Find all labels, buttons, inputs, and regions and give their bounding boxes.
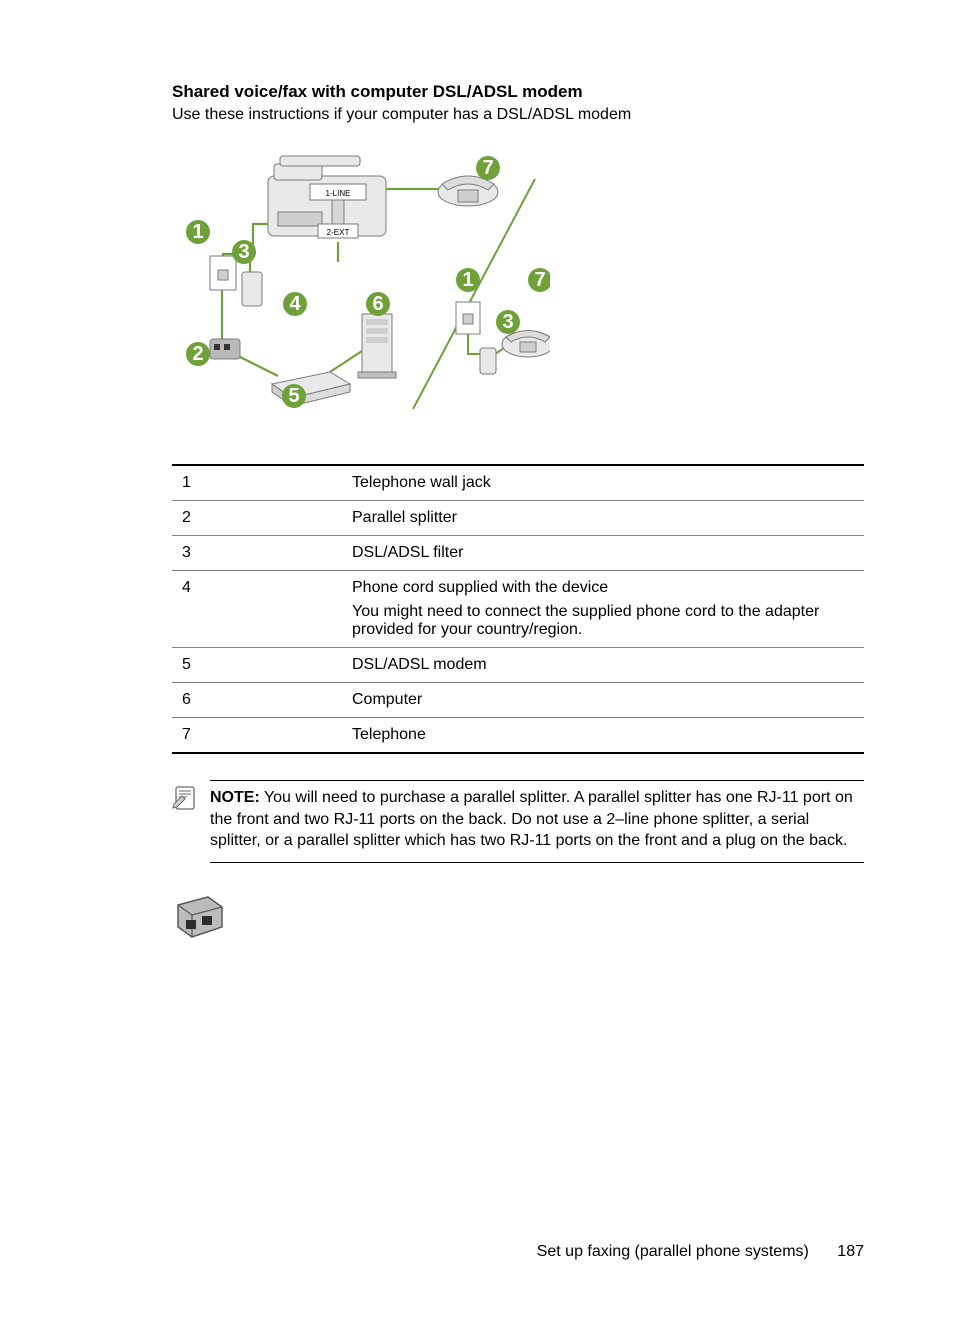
note-block: NOTE: You will need to purchase a parall…	[172, 780, 864, 863]
page-heading: Shared voice/fax with computer DSL/ADSL …	[172, 82, 864, 102]
legend-text: DSL/ADSL modem	[342, 648, 864, 683]
telephone-left-icon	[438, 176, 498, 206]
wall-jack-icon	[210, 256, 236, 290]
note-icon	[172, 784, 198, 815]
badge-1-left: 1	[186, 220, 210, 244]
badge-7-left: 7	[476, 156, 500, 180]
legend-table: 1Telephone wall jack 2Parallel splitter …	[172, 464, 864, 754]
svg-text:3: 3	[238, 241, 249, 263]
note-text: You will need to purchase a parallel spl…	[210, 789, 853, 849]
svg-text:2: 2	[192, 343, 203, 365]
note-label: NOTE:	[210, 789, 260, 806]
svg-text:1: 1	[192, 221, 203, 243]
legend-text: Phone cord supplied with the device You …	[342, 571, 864, 648]
legend-num: 2	[172, 501, 342, 536]
svg-text:1: 1	[462, 269, 473, 291]
page-footer: Set up faxing (parallel phone systems) 1…	[537, 1243, 864, 1261]
footer-page-number: 187	[837, 1243, 864, 1260]
legend-num: 5	[172, 648, 342, 683]
table-row: 6Computer	[172, 683, 864, 718]
telephone-right-icon	[502, 331, 550, 358]
legend-num: 7	[172, 718, 342, 754]
svg-text:6: 6	[372, 293, 383, 315]
printer-icon: 1-LINE 2-EXT	[268, 156, 386, 238]
svg-text:7: 7	[482, 157, 493, 179]
badge-6-left: 6	[366, 292, 390, 316]
legend-text: Telephone	[342, 718, 864, 754]
badge-7-right: 7	[528, 268, 550, 292]
legend-text: Computer	[342, 683, 864, 718]
badge-5-left: 5	[282, 384, 306, 408]
table-row: 3DSL/ADSL filter	[172, 536, 864, 571]
legend-num: 3	[172, 536, 342, 571]
computer-icon	[358, 314, 396, 378]
badge-1-right: 1	[456, 268, 480, 292]
legend-num: 6	[172, 683, 342, 718]
page-subheading: Use these instructions if your computer …	[172, 106, 864, 124]
table-row: 7Telephone	[172, 718, 864, 754]
badge-3-left: 3	[232, 240, 256, 264]
footer-section: Set up faxing (parallel phone systems)	[537, 1243, 809, 1260]
port-label-ext: 2-EXT	[327, 228, 350, 237]
badge-3-right: 3	[496, 310, 520, 334]
legend-text: Parallel splitter	[342, 501, 864, 536]
table-row: 2Parallel splitter	[172, 501, 864, 536]
svg-text:4: 4	[289, 293, 301, 315]
port-label-line: 1-LINE	[326, 189, 351, 198]
badge-4-left: 4	[283, 292, 307, 316]
svg-text:5: 5	[288, 385, 299, 407]
legend-text: DSL/ADSL filter	[342, 536, 864, 571]
wall-jack-right-icon	[456, 302, 480, 334]
table-row: 4 Phone cord supplied with the device Yo…	[172, 571, 864, 648]
table-row: 5DSL/ADSL modem	[172, 648, 864, 683]
parallel-splitter-icon	[210, 339, 240, 359]
svg-text:3: 3	[502, 311, 513, 333]
legend-text: Telephone wall jack	[342, 465, 864, 501]
legend-num: 4	[172, 571, 342, 648]
badge-2-left: 2	[186, 342, 210, 366]
svg-text:7: 7	[534, 269, 545, 291]
connection-diagram: 1-LINE 2-EXT	[180, 154, 550, 414]
table-row: 1Telephone wall jack	[172, 465, 864, 501]
parallel-splitter-illustration	[172, 887, 864, 948]
dsl-filter-left-icon	[242, 272, 262, 306]
legend-num: 1	[172, 465, 342, 501]
dsl-filter-right-icon	[480, 348, 496, 374]
